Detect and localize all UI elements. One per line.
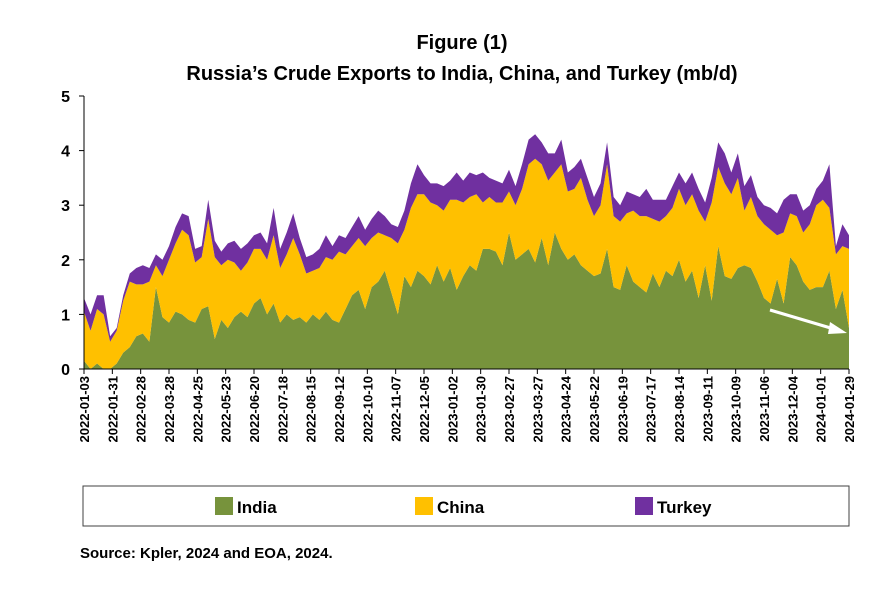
- legend-label-china: China: [437, 498, 485, 517]
- x-tick-label: 2022-02-28: [134, 376, 149, 443]
- x-tick-label: 2022-07-18: [275, 376, 290, 443]
- area-china: [84, 158, 849, 369]
- x-tick-label: 2022-04-25: [190, 376, 205, 443]
- y-tick-label: 1: [61, 307, 70, 324]
- legend-label-india: India: [237, 498, 277, 517]
- y-tick-label: 5: [61, 89, 70, 106]
- x-tick-label: 2024-01-29: [842, 376, 857, 443]
- chart-title: Figure (1): [416, 32, 507, 54]
- x-tick-label: 2023-12-04: [785, 375, 800, 442]
- x-tick-label: 2022-01-31: [105, 376, 120, 443]
- x-tick-label: 2022-01-03: [77, 376, 92, 443]
- x-tick-label: 2022-09-12: [332, 376, 347, 443]
- x-tick-label: 2023-03-27: [530, 376, 545, 443]
- chart-subtitle: Russia’s Crude Exports to India, China, …: [186, 63, 737, 85]
- legend: India China Turkey: [82, 485, 850, 527]
- legend-label-turkey: Turkey: [657, 498, 712, 517]
- trend-arrow-head: [828, 322, 847, 334]
- y-tick-label: 4: [61, 144, 70, 161]
- y-tick-label: 0: [61, 362, 70, 379]
- x-tick-label: 2022-05-23: [219, 376, 234, 443]
- x-tick-label: 2023-01-30: [474, 376, 489, 443]
- x-tick-label: 2023-11-06: [757, 376, 772, 442]
- y-axis: 0 1 2 3 4 5: [61, 89, 84, 379]
- x-tick-label: 2022-10-10: [360, 376, 375, 443]
- source-note: Source: Kpler, 2024 and EOA, 2024.: [80, 545, 333, 562]
- x-tick-label: 2022-11-07: [389, 376, 404, 442]
- legend-box: [82, 485, 850, 527]
- legend-swatch-china: [415, 497, 433, 515]
- trend-arrow-line: [769, 308, 835, 331]
- x-tick-label: 2022-06-20: [247, 376, 262, 443]
- y-tick-label: 2: [61, 253, 70, 270]
- x-tick-label: 2023-05-22: [587, 376, 602, 443]
- x-axis: 2022-01-03 2022-01-31 2022-02-28 2022-03-28…: [77, 369, 857, 443]
- x-tick-label: 2023-04-24: [559, 375, 574, 442]
- x-tick-label: 2023-07-17: [644, 376, 659, 443]
- plot-area: [83, 96, 849, 370]
- x-tick-label: 2023-01-02: [445, 376, 460, 443]
- x-tick-label: 2022-08-15: [304, 376, 319, 443]
- x-tick-label: 2022-12-05: [417, 376, 432, 443]
- legend-swatch-india: [215, 497, 233, 515]
- x-tick-label: 2023-09-11: [700, 376, 715, 442]
- x-tick-label: 2023-08-14: [672, 375, 687, 442]
- x-tick-label: 2023-06-19: [615, 376, 630, 443]
- trend-arrow: [769, 308, 847, 334]
- legend-swatch-turkey: [635, 497, 653, 515]
- x-tick-label: 2024-01-01: [814, 376, 829, 443]
- x-tick-label: 2023-10-09: [729, 376, 744, 443]
- x-tick-label: 2022-03-28: [162, 376, 177, 443]
- area-india: [84, 232, 849, 369]
- y-tick-label: 3: [61, 198, 70, 215]
- x-tick-label: 2023-02-27: [502, 376, 517, 443]
